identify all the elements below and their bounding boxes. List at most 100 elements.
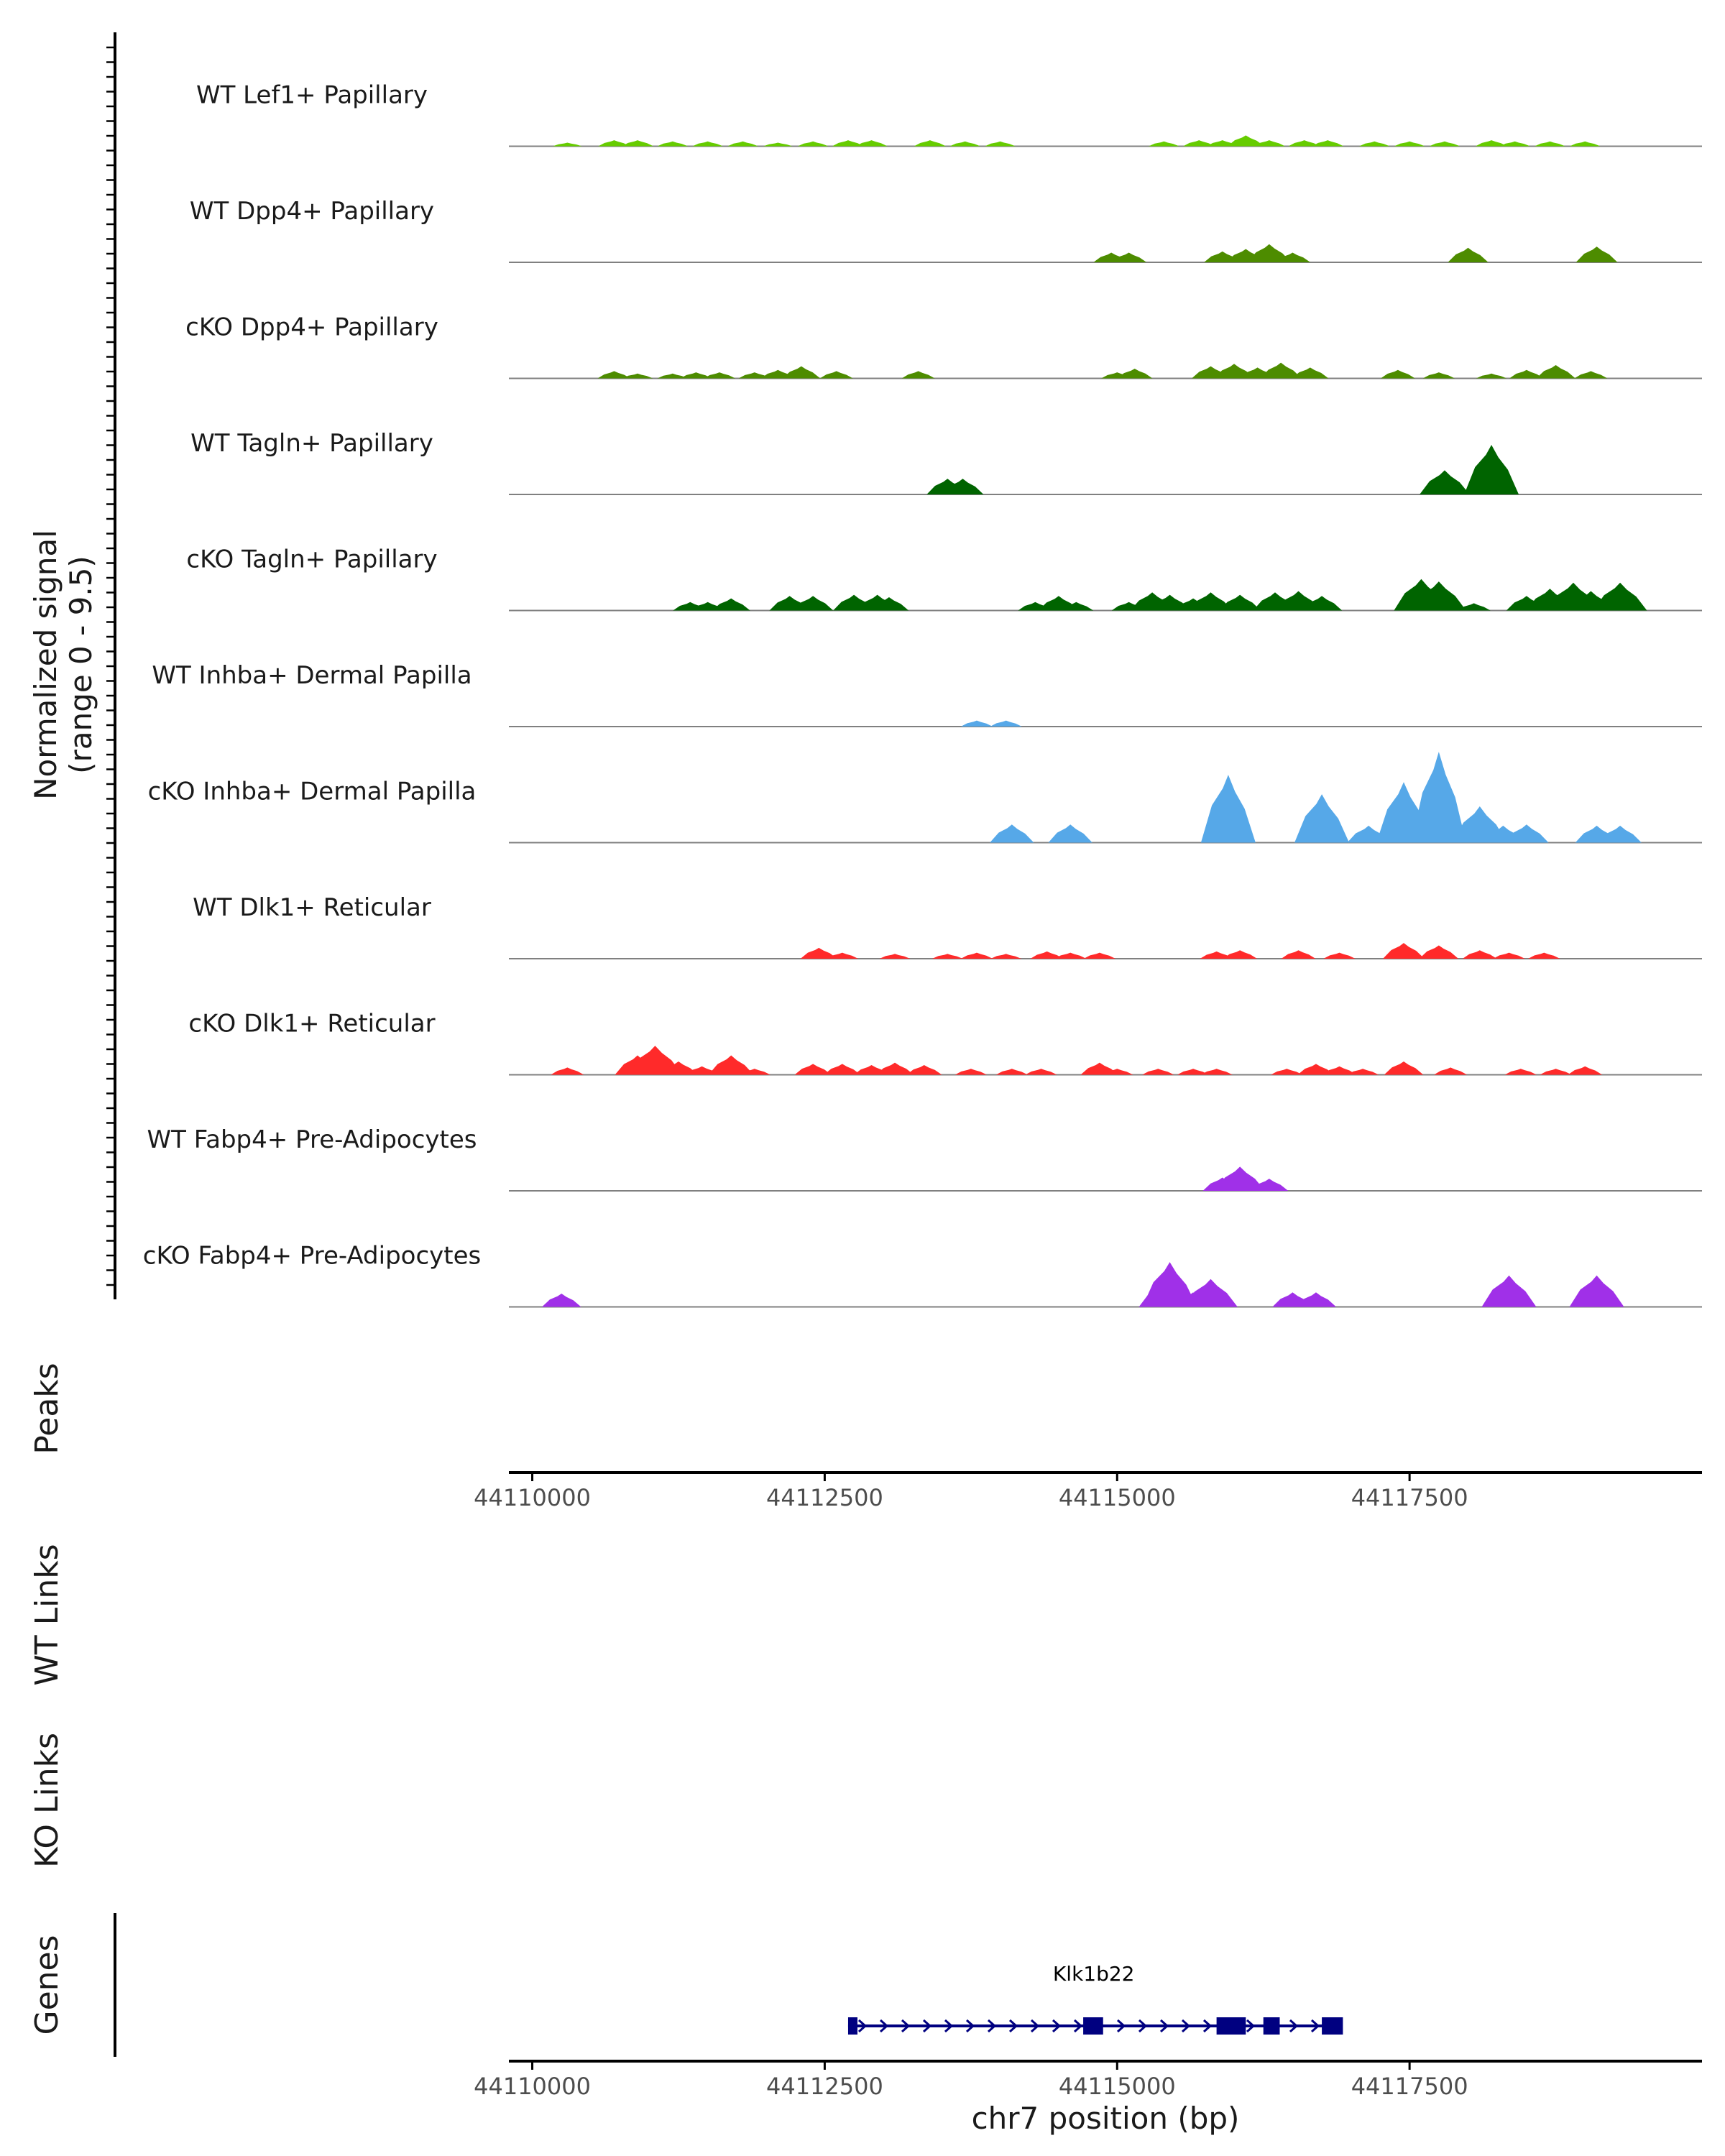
coverage-peak — [1177, 1069, 1210, 1075]
coverage-peak — [1200, 1069, 1233, 1075]
coverage-peak — [832, 140, 865, 147]
coverage-peak — [1271, 1069, 1303, 1075]
strand-arrow — [857, 2019, 868, 2033]
gene-exon — [1083, 2017, 1103, 2035]
coverage-peak — [622, 373, 653, 379]
coverage-peak — [1346, 1069, 1379, 1075]
strand-arrow — [1138, 2019, 1148, 2033]
track-label: cKO Tagln+ Papillary — [186, 545, 437, 574]
track-label: WT Tagln+ Papillary — [190, 429, 433, 458]
coverage-peak — [960, 952, 993, 959]
track-label: WT Dlk1+ Reticular — [193, 893, 431, 922]
coverage-peak — [1101, 1069, 1133, 1075]
track-9: WT Fabp4+ Pre-Adipocytes — [147, 1125, 1702, 1192]
coverage-peak — [763, 142, 793, 147]
coverage-peak — [954, 1069, 988, 1075]
coverage-peak — [1569, 141, 1601, 147]
track-label: cKO Fabp4+ Pre-Adipocytes — [143, 1242, 482, 1271]
coverage-peak — [1142, 1262, 1197, 1307]
coverage-peak — [1323, 952, 1356, 959]
coverage-peak — [794, 1064, 832, 1075]
coverage-peak — [1182, 140, 1215, 147]
coverage-peak — [1419, 945, 1459, 959]
coverage-peak — [1598, 825, 1642, 843]
coverage-peak — [1504, 824, 1549, 843]
track-6: cKO Inhba+ Dermal Papilla — [148, 752, 1702, 844]
coverage-y-label-range: (range 0 - 9.5) — [63, 556, 98, 774]
coverage-peak — [1200, 951, 1233, 959]
coverage-peak — [1260, 362, 1302, 379]
coverage-peak — [738, 372, 770, 379]
coverage-peak — [1312, 140, 1344, 147]
track-3: WT Tagln+ Papillary — [190, 429, 1702, 495]
coverage-peak — [657, 141, 689, 147]
coverage-peak — [949, 141, 981, 147]
coverage-peak — [800, 947, 837, 959]
coverage-peak — [712, 598, 750, 611]
strand-arrow — [965, 2019, 975, 2033]
strand-arrow — [1289, 2019, 1299, 2033]
coverage-peak — [1464, 444, 1519, 494]
track-label: cKO Dlk1+ Reticular — [188, 1010, 435, 1038]
strand-arrow — [1310, 2019, 1320, 2033]
coverage-peak — [1574, 371, 1608, 379]
coverage-peak — [990, 954, 1022, 959]
strand-arrow — [901, 2019, 911, 2033]
x-tick-label: 44115000 — [1059, 1484, 1176, 1511]
coverage-peak — [1188, 592, 1233, 611]
strand-arrow — [879, 2019, 889, 2033]
coverage-peak — [1457, 603, 1491, 611]
coverage-peak — [1116, 369, 1153, 379]
coverage-peak — [1297, 1064, 1335, 1075]
coverage-peak — [1054, 952, 1087, 959]
coverage-peak — [1200, 775, 1256, 843]
coverage-peak — [1568, 1066, 1603, 1075]
track-1: WT Dpp4+ Papillary — [190, 197, 1702, 263]
coverage-peak — [793, 596, 834, 611]
strand-arrow — [1073, 2019, 1083, 2033]
gene-exon — [1263, 2017, 1280, 2035]
coverage-peak — [1281, 950, 1316, 959]
coverage-peak — [1476, 373, 1507, 379]
x-tick-label: 44117500 — [1351, 1484, 1468, 1511]
ko-links-label: KO Links — [29, 1733, 65, 1868]
coverage-peak — [1380, 369, 1415, 379]
x-tick-label: 44110000 — [474, 2073, 591, 2100]
coverage-peak — [1030, 951, 1064, 959]
coverage-peak — [1481, 1275, 1537, 1307]
coverage-tracks: WT Lef1+ Papillary WT Dpp4+ Papillary cKO … — [143, 81, 1702, 1308]
coverage-peak — [621, 140, 654, 147]
coverage-peak — [1142, 1069, 1174, 1075]
coverage-peak — [1301, 596, 1343, 611]
coverage-peak — [1448, 247, 1489, 262]
coverage-peak — [1059, 602, 1094, 611]
coverage-peak — [1295, 1292, 1337, 1307]
coverage-peak — [1219, 594, 1261, 611]
coverage-peak — [1593, 582, 1647, 611]
strand-arrow — [922, 2019, 932, 2033]
coverage-peak — [797, 141, 829, 147]
track-label: WT Dpp4+ Papillary — [190, 197, 434, 226]
coverage-peak — [1384, 1061, 1424, 1075]
coverage-peak — [727, 141, 758, 147]
coverage-peak — [680, 372, 712, 379]
coverage-peak — [1504, 1069, 1537, 1075]
gene-exon — [1216, 2017, 1246, 2035]
coverage-peak — [738, 1069, 770, 1075]
coverage-peak — [1048, 824, 1092, 843]
coverage-peak — [1215, 1166, 1265, 1191]
coverage-peak — [855, 140, 888, 147]
coverage-peak — [914, 140, 947, 147]
coverage-peak — [826, 952, 859, 959]
gene-track — [847, 2017, 1343, 2035]
coverage-peak — [1149, 141, 1179, 147]
coverage-peak — [1411, 581, 1466, 611]
coverage-peak — [1576, 247, 1618, 262]
coverage-peak — [1253, 140, 1286, 147]
strand-arrow — [1116, 2019, 1126, 2033]
gene-exon — [1322, 2017, 1343, 2035]
coverage-peak — [990, 824, 1034, 843]
coverage-peak — [782, 366, 821, 379]
coverage-peak — [875, 1062, 914, 1075]
